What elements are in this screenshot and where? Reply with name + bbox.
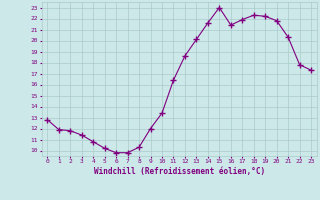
X-axis label: Windchill (Refroidissement éolien,°C): Windchill (Refroidissement éolien,°C) xyxy=(94,167,265,176)
